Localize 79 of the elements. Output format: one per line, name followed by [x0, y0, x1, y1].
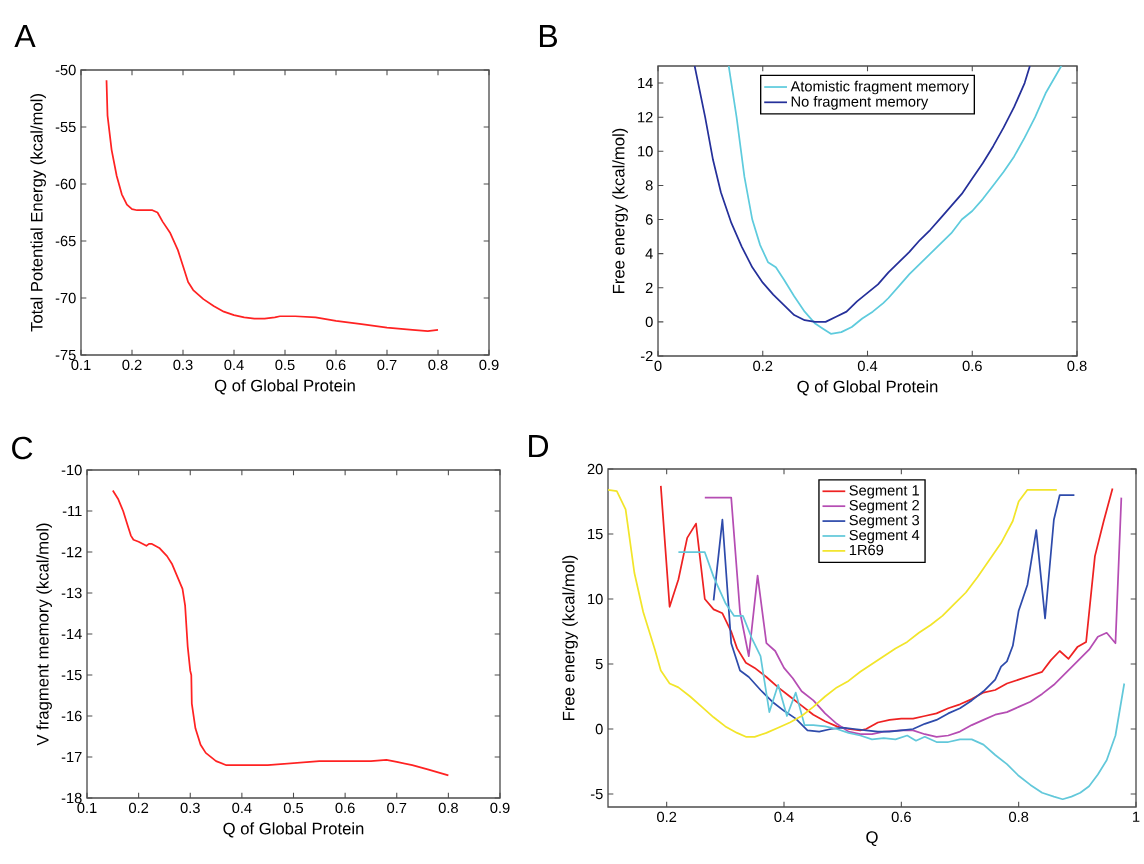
y-tick-label: -13 — [61, 587, 82, 599]
legend-label: Segment 2 — [849, 500, 919, 514]
y-tick-label: 12 — [638, 112, 653, 123]
y-tick-label: -17 — [61, 751, 82, 763]
x-tick-label: 0.7 — [387, 802, 407, 814]
chart-title: A — [14, 24, 36, 48]
y-tick-label: -18 — [61, 792, 82, 804]
x-tick-label: 1 — [1133, 811, 1140, 822]
y-tick-label: 0 — [595, 723, 603, 735]
y-tick-label: -65 — [55, 235, 76, 247]
x-tick-label: 0.7 — [377, 359, 397, 371]
line-series — [693, 66, 1031, 323]
x-tick-label: 0.6 — [962, 360, 982, 372]
y-axis-title: Free energy (kcal/mol) — [562, 555, 578, 721]
legend-label: Segment 3 — [849, 514, 920, 529]
y-tick-label: 8 — [645, 180, 653, 191]
x-tick-label: 0.6 — [335, 802, 355, 814]
y-tick-label: 10 — [638, 146, 653, 157]
x-tick-label: 0.2 — [122, 359, 142, 371]
x-tick-label: 0.9 — [479, 359, 499, 371]
x-tick-label: 0.4 — [857, 360, 878, 372]
x-tick-label: 0.6 — [891, 811, 911, 823]
y-tick-label: -10 — [61, 464, 82, 476]
y-axis-title: V fragment memory (kcal/mol) — [36, 523, 52, 746]
y-tick-label: -11 — [62, 505, 82, 517]
y-tick-label: 14 — [638, 78, 653, 89]
x-tick-label: 0.8 — [428, 359, 448, 371]
y-tick-label: 6 — [645, 214, 653, 225]
y-tick-label: -16 — [61, 710, 82, 722]
x-axis-title: Q of Global Protein — [214, 379, 355, 395]
y-tick-label: -60 — [55, 178, 76, 190]
x-tick-label: 0.4 — [774, 811, 794, 823]
y-tick-label: 15 — [588, 528, 603, 540]
x-tick-label: 0.4 — [224, 359, 244, 371]
y-axis-title: Free energy (kcal/mol) — [612, 128, 628, 293]
x-axis-title: Q — [866, 831, 878, 847]
y-tick-label: -50 — [55, 64, 76, 76]
x-tick-label: 0.8 — [1009, 811, 1029, 823]
x-tick-label: 0.2 — [753, 360, 773, 372]
legend-label: Segment 1 — [849, 485, 919, 499]
y-tick-label: 2 — [645, 282, 653, 293]
y-tick-label: 10 — [588, 593, 603, 605]
x-tick-label: 0.3 — [180, 802, 200, 814]
legend-label: Atomistic fragment memory — [790, 80, 969, 95]
legend-label: 1R69 — [849, 544, 884, 556]
x-tick-label: 0.5 — [283, 802, 304, 814]
x-tick-label: 0.2 — [657, 811, 677, 823]
x-tick-label: 0 — [654, 360, 662, 372]
x-tick-label: 0.3 — [173, 359, 193, 371]
y-tick-label: -14 — [61, 628, 82, 640]
chart-title: B — [539, 24, 557, 48]
x-tick-label: 0.8 — [438, 802, 458, 814]
y-tick-label: -2 — [640, 350, 653, 362]
legend-label: No fragment memory — [791, 96, 929, 110]
chart-title: C — [12, 436, 33, 460]
y-tick-label: 20 — [587, 463, 603, 475]
line-series — [659, 485, 1114, 732]
x-tick-label: 0.5 — [275, 359, 295, 371]
x-tick-label: 0.4 — [232, 802, 252, 814]
chart-title: D — [529, 434, 549, 458]
y-tick-label: -75 — [55, 349, 76, 361]
x-axis-title: Q of Global Protein — [797, 380, 938, 396]
y-tick-label: -15 — [61, 669, 82, 681]
legend-label: Segment 4 — [849, 529, 920, 544]
x-axis-title: Q of Global Protein — [223, 822, 364, 838]
y-tick-label: 0 — [645, 316, 653, 328]
y-axis-title: Total Potential Energy (kcal/mol) — [30, 94, 46, 332]
y-tick-label: 4 — [645, 248, 653, 259]
x-tick-label: 0.2 — [129, 802, 149, 814]
x-tick-label: 0.6 — [326, 359, 346, 371]
x-tick-label: 0.1 — [77, 802, 97, 814]
x-tick-label: 0.9 — [490, 802, 510, 814]
y-tick-label: 5 — [595, 658, 603, 670]
y-tick-label: -55 — [55, 121, 76, 133]
x-tick-label: 0.8 — [1067, 360, 1087, 372]
y-tick-label: -5 — [590, 788, 603, 800]
y-tick-label: -70 — [55, 292, 76, 304]
y-tick-label: -12 — [61, 546, 82, 558]
x-tick-label: 0.1 — [71, 359, 91, 371]
